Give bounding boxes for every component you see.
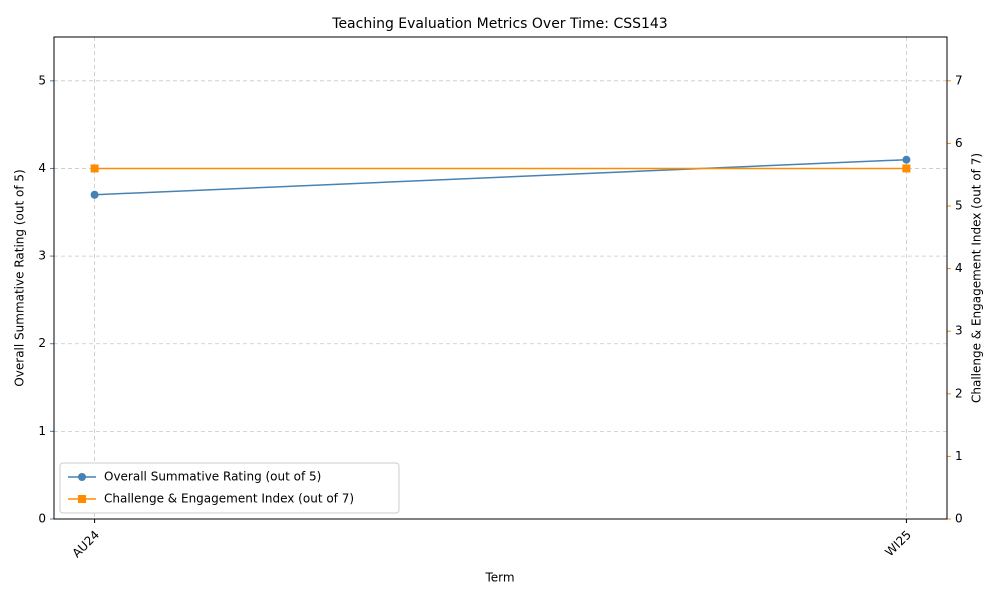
y-tick-label: 3 xyxy=(38,249,46,263)
legend-label: Overall Summative Rating (out of 5) xyxy=(104,470,321,484)
y-tick-label: 1 xyxy=(38,424,46,438)
y2-tick-label: 5 xyxy=(955,199,963,213)
y2-tick-label: 7 xyxy=(955,73,963,87)
y-tick-label: 0 xyxy=(38,512,46,526)
y-axis-label: Overall Summative Rating (out of 5) xyxy=(13,169,27,386)
y2-tick-label: 3 xyxy=(955,324,963,338)
y2-tick-label: 6 xyxy=(955,136,963,150)
y2-tick-label: 0 xyxy=(955,512,963,526)
chart-title: Teaching Evaluation Metrics Over Time: C… xyxy=(331,16,667,32)
y2-tick-label: 2 xyxy=(955,386,963,400)
plot-frame xyxy=(53,36,948,520)
x-axis-label: Term xyxy=(484,571,514,585)
legend-label: Challenge & Engagement Index (out of 7) xyxy=(104,492,354,506)
legend-box xyxy=(59,462,400,514)
point xyxy=(902,155,911,164)
series-line xyxy=(94,158,907,196)
point xyxy=(902,164,911,173)
legend-marker xyxy=(78,495,86,503)
point xyxy=(90,164,99,173)
y-tick-label: 2 xyxy=(38,336,46,350)
y-tick-label: 4 xyxy=(38,161,46,175)
y2-tick-label: 1 xyxy=(955,449,963,463)
y2-axis-label: Challenge & Engagement Index (out of 7) xyxy=(970,153,984,403)
x-tick-label: WI25 xyxy=(882,528,914,560)
y2-tick-label: 4 xyxy=(955,261,963,275)
point xyxy=(90,190,99,199)
x-tick-label: AU24 xyxy=(69,528,102,561)
y-tick-label: 5 xyxy=(38,73,46,87)
legend-marker xyxy=(78,473,86,481)
